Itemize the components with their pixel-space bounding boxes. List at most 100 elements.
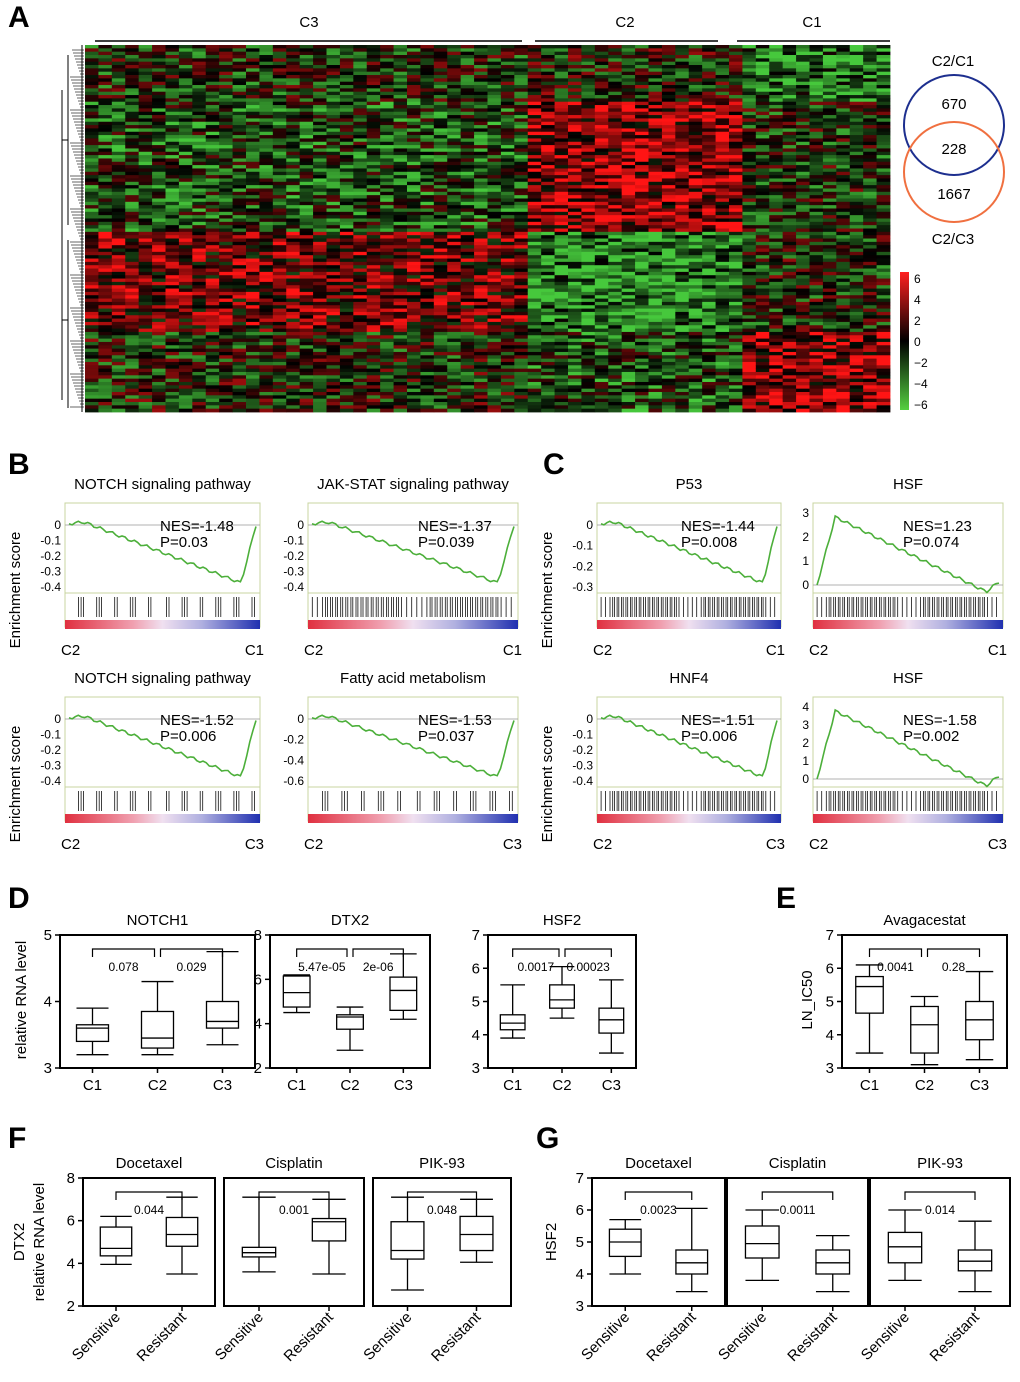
box bbox=[675, 1249, 709, 1275]
y-tick-label: 4 bbox=[472, 1027, 480, 1044]
box bbox=[744, 1225, 780, 1259]
gsea-right-group: C3 bbox=[503, 836, 522, 853]
box bbox=[99, 1226, 133, 1257]
panel-label-a: A bbox=[8, 1, 30, 34]
gsea-y-tick: -0.4 bbox=[283, 753, 304, 767]
x-tick-label: Resistant bbox=[927, 1308, 984, 1365]
box bbox=[205, 1000, 240, 1029]
gsea-plots: Enrichment score Enrichment score Enrichme… bbox=[7, 476, 1007, 853]
y-tick-label: 5 bbox=[576, 1234, 584, 1251]
box-chart: HSF2 3 4 5 6 7 C1 C2 C3 0.0017 0.00023 bbox=[472, 912, 637, 1094]
nes-value: NES=-1.52 bbox=[160, 712, 234, 729]
significance-bracket bbox=[564, 948, 612, 957]
significance-bracket bbox=[406, 1191, 478, 1200]
gsea-y-tick: 1 bbox=[802, 754, 809, 768]
y-tick-label: 6 bbox=[67, 1213, 75, 1230]
gsea-y-tick: -0.1 bbox=[283, 534, 304, 548]
box-chart-title: PIK-93 bbox=[419, 1155, 465, 1172]
significance-bracket bbox=[926, 948, 981, 957]
venn-label-c2c3: C2/C3 bbox=[932, 231, 975, 248]
gsea-y-axis-label: Enrichment score bbox=[539, 726, 556, 843]
x-tick-label: C2 bbox=[340, 1077, 359, 1094]
gsea-left-group: C2 bbox=[304, 836, 323, 853]
gsea-plot: HSF 3 2 1 0 NES=1.23P=0.074 C2 C1 bbox=[802, 476, 1007, 659]
significance-bracket bbox=[624, 1191, 693, 1200]
gsea-y-tick: 0 bbox=[297, 518, 304, 532]
panel-label-f: F bbox=[8, 1122, 26, 1155]
x-tick-label: C3 bbox=[970, 1077, 989, 1094]
p-value-label: 0.029 bbox=[176, 960, 206, 974]
box-chart: Cisplatin Sensitive Resistant 0.0011 bbox=[715, 1155, 869, 1365]
gsea-y-tick: -0.3 bbox=[572, 759, 593, 773]
y-tick-label: 8 bbox=[254, 927, 262, 944]
gsea-y-tick: -0.4 bbox=[40, 580, 61, 594]
significance-bracket bbox=[352, 948, 404, 957]
box bbox=[75, 1024, 110, 1043]
gsea-y-tick: -0.3 bbox=[283, 565, 304, 579]
y-tick-label: 5 bbox=[472, 994, 480, 1011]
rank-bar bbox=[308, 620, 518, 629]
gsea-y-tick: 2 bbox=[802, 530, 809, 544]
box bbox=[965, 1000, 994, 1041]
y-tick-label: 3 bbox=[576, 1298, 584, 1315]
significance-bracket bbox=[904, 1191, 976, 1200]
box bbox=[282, 975, 311, 1008]
box-chart: PIK-93 Sensitive Resistant 0.048 bbox=[360, 1155, 512, 1365]
x-tick-label: C3 bbox=[213, 1077, 232, 1094]
box-chart: DTX2 2 4 6 8 C1 C2 C3 5.47e-05 2e-06 bbox=[254, 912, 431, 1094]
box-chart-title: Cisplatin bbox=[769, 1155, 827, 1172]
y-tick-label: 6 bbox=[472, 960, 480, 977]
plot-frame bbox=[372, 1177, 512, 1307]
rank-bar bbox=[308, 814, 518, 823]
p-value-label: 5.47e-05 bbox=[298, 960, 346, 974]
plot-frame bbox=[869, 1177, 1011, 1307]
heatmap-matrix bbox=[85, 45, 891, 413]
venn-count-c2c1-only: 670 bbox=[941, 96, 966, 113]
box-chart: PIK-93 Sensitive Resistant 0.014 bbox=[858, 1155, 1011, 1365]
p-value: P=0.002 bbox=[903, 728, 959, 745]
box bbox=[390, 1221, 425, 1260]
enrichment-curve bbox=[816, 514, 1000, 594]
p-value-label: 0.28 bbox=[942, 960, 966, 974]
x-tick-label: C2 bbox=[915, 1077, 934, 1094]
gsea-right-group: C1 bbox=[988, 642, 1007, 659]
gsea-y-tick: -0.4 bbox=[572, 774, 593, 788]
p-value-label: 0.048 bbox=[427, 1203, 457, 1217]
gsea-title: Fatty acid metabolism bbox=[340, 670, 486, 687]
gsea-title: NOTCH signaling pathway bbox=[74, 476, 251, 493]
significance-bracket bbox=[868, 948, 923, 957]
box-chart: Avagacestat 3 4 5 6 7 C1 C2 C3 0.0041 0.28 bbox=[826, 912, 1008, 1094]
y-tick-label: 2 bbox=[67, 1298, 75, 1315]
y-axis-title: HSF2 bbox=[543, 1223, 560, 1261]
y-tick-label: 3 bbox=[472, 1060, 480, 1077]
x-tick-label: C3 bbox=[394, 1077, 413, 1094]
y-tick-label: 2 bbox=[254, 1060, 262, 1077]
y-tick-label: 7 bbox=[472, 927, 480, 944]
gsea-left-group: C2 bbox=[809, 642, 828, 659]
panel-label-d: D bbox=[8, 882, 30, 915]
x-tick-label: Resistant bbox=[428, 1308, 485, 1365]
p-value: P=0.006 bbox=[160, 728, 216, 745]
enrichment-curve bbox=[68, 714, 257, 777]
y-tick-label: 8 bbox=[67, 1170, 75, 1187]
gsea-plot: HNF4 0 -0.1-0.2 -0.3-0.4 NES=-1.51P=0.006 C2 C… bbox=[572, 670, 785, 853]
y-tick-label: 5 bbox=[826, 994, 834, 1011]
y-tick-label: 4 bbox=[826, 1027, 834, 1044]
gsea-left-group: C2 bbox=[593, 836, 612, 853]
y-tick-label: 6 bbox=[576, 1202, 584, 1219]
enrichment-curve bbox=[68, 520, 257, 583]
box-chart-title: DTX2 bbox=[331, 912, 369, 929]
gsea-y-tick: -0.1 bbox=[572, 728, 593, 742]
box-chart-title: NOTCH1 bbox=[127, 912, 189, 929]
x-tick-label: Sensitive bbox=[212, 1309, 267, 1364]
gsea-y-tick: 3 bbox=[802, 718, 809, 732]
legend-tick: −6 bbox=[914, 398, 928, 412]
y-tick-label: 4 bbox=[44, 994, 52, 1011]
gsea-left-group: C2 bbox=[593, 642, 612, 659]
nes-value: NES=-1.44 bbox=[681, 518, 755, 535]
gsea-y-tick: -0.2 bbox=[40, 743, 61, 757]
legend-tick: −4 bbox=[914, 377, 928, 391]
x-tick-label: C1 bbox=[83, 1077, 102, 1094]
box bbox=[855, 975, 884, 1014]
